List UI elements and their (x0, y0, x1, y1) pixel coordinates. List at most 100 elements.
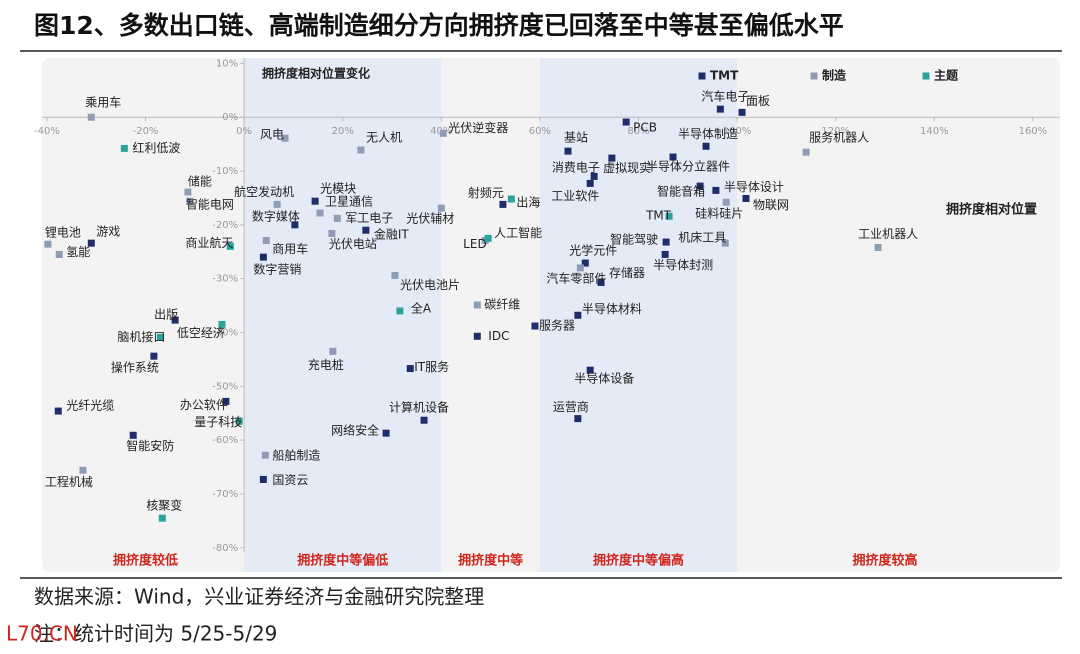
point-label: 光纤光缆 (66, 399, 114, 413)
point (742, 194, 750, 202)
x-tick-label: 0% (236, 126, 252, 137)
point-label: 国资云 (272, 473, 308, 487)
point (171, 316, 179, 324)
y-tick-label: -20% (212, 220, 238, 231)
point-label: 商用车 (272, 241, 308, 256)
point (87, 239, 95, 247)
point (316, 209, 324, 217)
point-label: 商业航天 (185, 235, 233, 250)
point (186, 197, 194, 205)
point-label: 氢能 (66, 244, 90, 259)
point-label: 锂电池 (45, 225, 81, 240)
point (662, 238, 670, 246)
point-label: 物联网 (753, 198, 789, 212)
point (259, 253, 267, 261)
point-label: 半导体设计 (724, 180, 784, 194)
point-label: IT服务 (414, 359, 449, 374)
point-label: 半导体材料 (582, 302, 642, 316)
point-label: 船舶制造 (272, 448, 320, 463)
x-tick-label: 120% (821, 126, 850, 137)
point-label: 出版 (154, 308, 178, 322)
region-label: 拥挤度中等偏低 (297, 553, 388, 569)
point-label: 半导体设备 (574, 372, 634, 386)
point-label: 航空发动机 (234, 184, 294, 199)
point (696, 182, 704, 190)
region-label: 拥挤度较低 (113, 553, 178, 569)
point-label: 射频元 (468, 185, 504, 200)
y-tick-label: -40% (212, 327, 238, 338)
source: 数据来源：Wind，兴业证券经济与金融研究院整理 (34, 585, 484, 609)
point-label: 碳纤维 (484, 298, 520, 312)
point-label: 光伏辅材 (406, 212, 454, 226)
point-label: 光伏电站 (329, 237, 377, 251)
point (333, 214, 341, 222)
point (574, 311, 582, 319)
point-label: TMT (645, 209, 672, 223)
y-tick-label: -80% (212, 543, 238, 554)
x-tick-label: 140% (920, 126, 949, 137)
watermark: L70.CN (6, 622, 78, 646)
point (802, 148, 810, 156)
point (622, 118, 630, 126)
point-label: 服务器 (539, 318, 575, 333)
x-tick-label: 60% (529, 126, 551, 137)
point-label: 基站 (564, 131, 588, 145)
point (722, 198, 730, 206)
point (669, 153, 677, 161)
point (79, 466, 87, 474)
point (576, 264, 584, 272)
point-label: 人工智能 (494, 225, 542, 240)
y-tick-label: -60% (212, 435, 238, 446)
point (120, 144, 128, 152)
point (531, 322, 539, 330)
y-tick-label: -30% (212, 274, 238, 285)
point-label: 卫星通信 (325, 195, 373, 209)
point-label: 汽车电子 (701, 89, 749, 104)
point-label: 操作系统 (111, 360, 159, 375)
point (420, 416, 428, 424)
point-label: 智能音箱 (657, 184, 705, 199)
point (44, 240, 52, 248)
chart-title: 图12、多数出口链、高端制造细分方向拥挤度已回落至中等甚至偏低水平 (34, 11, 844, 40)
point-label: 智能驾驶 (610, 232, 658, 247)
point (716, 105, 724, 113)
point (586, 366, 594, 374)
point-label: 游戏 (96, 225, 120, 239)
point (702, 142, 710, 150)
note: 注：统计时间为 5/25-5/29 (34, 622, 277, 646)
point (473, 301, 481, 309)
point (586, 179, 594, 187)
point-label: 光学元件 (569, 243, 617, 258)
point-label: 金融IT (374, 227, 410, 242)
point (499, 200, 507, 208)
point-label: 脑机接口 (117, 329, 165, 344)
legend-swatch (810, 72, 818, 80)
point-label: 光模块 (320, 182, 356, 196)
point-label: 网络安全 (331, 423, 379, 438)
point-label: 军工电子 (345, 211, 393, 225)
point-label: 面板 (746, 94, 770, 108)
point-label: 计算机设备 (389, 400, 449, 415)
point-label: 运营商 (553, 399, 589, 414)
point (362, 226, 370, 234)
point (608, 154, 616, 162)
point (281, 134, 289, 142)
point (357, 146, 365, 154)
y-tick-label: 10% (216, 58, 238, 69)
point-label: 光伏电池片 (400, 278, 460, 292)
point (437, 204, 445, 212)
point (738, 108, 746, 116)
point (226, 242, 234, 250)
point-label: 量子科技 (194, 415, 242, 429)
point (259, 475, 267, 483)
point-label: 工程机械 (45, 474, 93, 489)
point-label: 半导体制造 (678, 127, 738, 141)
point-label: 半导体分立器件 (646, 159, 730, 174)
point (328, 229, 336, 237)
point-label: 智能电网 (186, 197, 234, 212)
x-tick-label: 160% (1019, 126, 1048, 137)
x-tick-label: 80% (627, 126, 649, 137)
point-label: 储能 (188, 174, 212, 189)
legend-label: TMT (710, 69, 739, 83)
